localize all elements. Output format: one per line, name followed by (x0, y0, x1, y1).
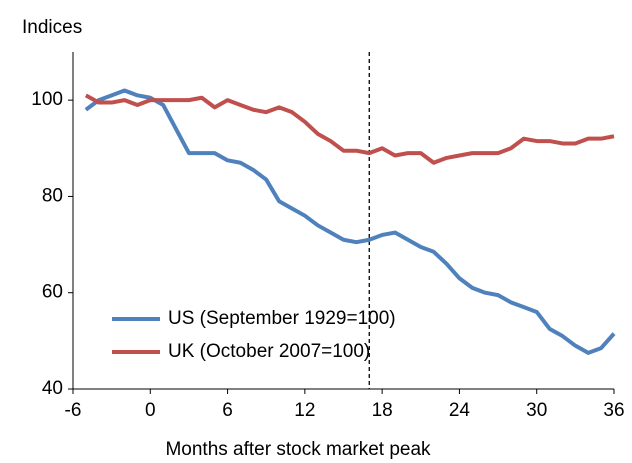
y-axis-label: Indices (22, 17, 82, 38)
x-tick-label: 36 (603, 400, 624, 421)
legend-label: US (September 1929=100) (168, 308, 396, 329)
x-tick-label: 24 (449, 400, 471, 421)
series-line (84, 93, 615, 165)
x-tick-label: -6 (65, 400, 82, 421)
y-tick-label: 80 (42, 185, 63, 206)
x-tick-label: 30 (526, 400, 547, 421)
x-tick-label: 6 (222, 400, 233, 421)
y-tick-label: 40 (42, 378, 63, 399)
x-axis-label: Months after stock market peak (165, 439, 431, 460)
series-line (84, 88, 616, 355)
y-tick-label: 100 (31, 89, 63, 110)
x-tick-label: 0 (145, 400, 156, 421)
y-tick-label: 60 (42, 282, 63, 303)
legend-label: UK (October 2007=100) (168, 341, 370, 362)
x-tick-label: 12 (294, 400, 315, 421)
x-tick-label: 18 (372, 400, 393, 421)
